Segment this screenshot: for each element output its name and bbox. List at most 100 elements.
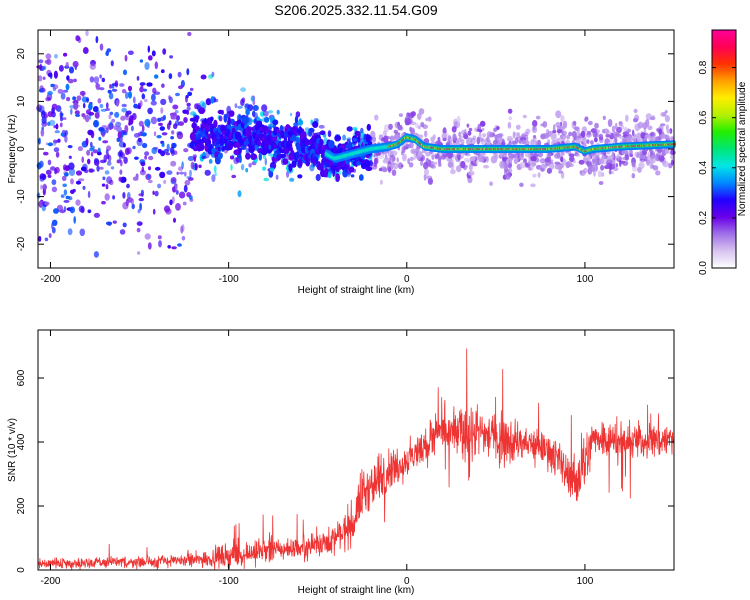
chart-title: S206.2025.332.11.54.G09 [274,2,437,18]
spectrogram-blob [185,94,189,99]
spectrogram-blob [389,154,396,162]
spectrogram-blob [318,124,325,129]
spectrogram-core [217,146,221,152]
spectrogram-blob [397,162,403,170]
spectrogram-blob [175,92,180,97]
spectrogram-blob [342,134,346,141]
spectrogram-blob [179,171,185,175]
spectrogram-core [365,133,370,143]
x-tick-label: -100 [219,576,239,587]
spectrogram-blob [560,115,565,123]
spectrogram-blob [168,73,173,80]
snr-y-label: SNR (10 * v/v) [7,418,18,482]
spectrogram-blob [420,160,424,167]
spectrogram-blob [187,155,194,162]
spectrogram-blob [106,102,109,109]
spectrogram-core [194,115,199,123]
spectrogram-core [357,136,361,143]
spectrogram-blob [180,80,185,88]
spectrogram-blob [631,161,636,168]
spectrogram-blob [112,195,115,200]
spectrogram-blob [38,88,44,93]
spectrogram-blob [602,128,610,134]
spectrogram-blob [586,130,591,136]
spectrogram-blob [159,171,166,179]
spectrogram-blob [668,162,673,169]
spectrogram-blob [597,170,602,178]
spectrogram-blob [111,88,118,92]
spectrogram-blob [652,165,659,171]
spectrogram-blob [532,173,537,178]
spectrogram-blob [616,126,622,134]
spectrogram-blob [64,172,69,177]
spectrogram-blob [121,107,128,113]
spectrogram-blob [69,66,74,74]
spectrogram-blob [50,83,55,88]
spectrogram-blob [170,160,177,167]
spectrogram-blob [416,145,421,153]
spectrogram-blob [634,114,640,122]
spectrogram-blob [604,165,611,169]
spectrogram-blob [48,233,52,239]
spectrogram-blob [410,121,417,126]
spectrogram-blob [136,138,143,147]
spectrogram-blob [615,163,619,168]
spectrogram-blob [183,184,188,193]
spectrogram-blob [101,201,106,205]
spectrogram-blob [546,167,553,174]
spectrogram-blob [415,122,419,129]
spectrogram-core [364,160,371,168]
spectrogram-blob [442,127,447,135]
spectrogram-blob [47,111,53,118]
spectrogram-blob [147,45,150,53]
spectrogram-blob [105,127,109,134]
spectrogram-blob [541,163,546,169]
spectrogram-blob [177,243,182,247]
spectrogram-blob [496,126,500,130]
spectrogram-core [328,140,335,149]
spectrogram-blob [41,173,47,180]
spectrogram-blob [177,121,185,126]
spectrogram-blob [81,91,85,98]
spectrogram-blob [119,229,126,235]
spectrogram-blob [200,74,207,80]
spectrogram-blob [189,169,192,178]
spectrogram-blob [658,155,665,161]
spectrogram-blob [60,132,65,137]
spectrogram-blob [62,89,69,93]
y-tick-label: 0 [16,146,27,152]
spectrogram-blob [123,142,126,148]
spectrogram-blob [86,149,90,156]
spectrogram-blob [53,208,59,214]
spectrogram-core [308,127,315,133]
spectrogram-core [189,117,197,122]
spectrogram-blob [492,158,498,163]
spectrogram-blob [568,153,575,157]
spectrogram-blob [139,202,143,211]
spectrogram-blob [184,171,187,177]
spectrogram-blob [549,162,555,170]
spectrogram-blob [44,237,49,242]
spectrogram-blob [159,126,165,131]
spectrogram-blob [660,112,667,117]
spectrogram-blob [530,183,536,188]
spectrogram-blob [148,155,154,161]
spectrogram-blob [49,119,56,126]
spectrogram-blob [167,245,171,249]
spectrogram-blob [64,135,68,143]
spectrogram-core [257,139,262,147]
spectrogram-blob [183,148,189,153]
spectrogram-blob [512,131,516,139]
spectrogram-core [215,138,221,145]
spectrogram-blob [187,91,193,96]
spectrogram-blob [607,119,613,127]
spectrogram-blob [68,78,74,84]
spectrogram-blob [144,233,151,240]
spectrogram-blob [309,164,315,172]
spectrogram-blob [67,145,73,149]
spectrogram-core [291,134,297,142]
spectrogram-blob [138,120,144,127]
spectrogram-core [295,137,300,144]
spectrogram-blob [441,133,447,140]
spectrogram-blob [89,63,97,70]
